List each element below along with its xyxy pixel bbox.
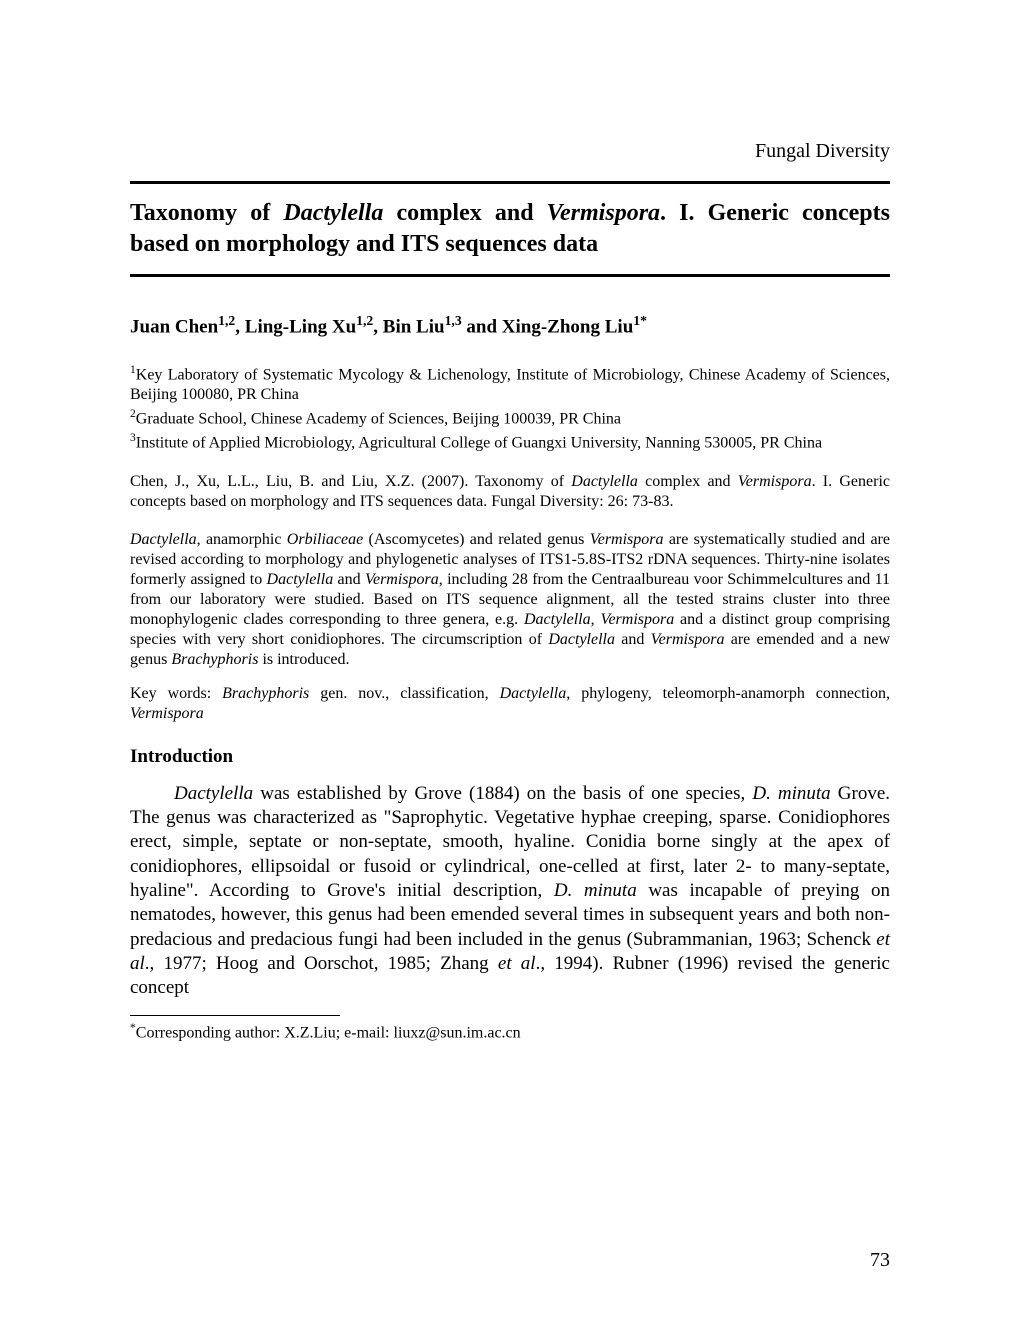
abstract-text: and: [615, 631, 651, 648]
abstract-genus: Dactylella: [130, 531, 197, 548]
author-affil-sup: 1,2: [356, 313, 373, 328]
body-species: D. minuta: [554, 880, 637, 901]
abstract-text: , anamorphic: [197, 531, 287, 548]
keyword-genus: Brachyphoris: [222, 685, 309, 702]
author-affil-sup: 1,2: [218, 313, 235, 328]
body-species: D. minuta: [752, 783, 830, 804]
affiliation: 2Graduate School, Chinese Academy of Sci…: [130, 407, 890, 429]
keyword-genus: Vermispora: [130, 705, 204, 722]
abstract-text: (Ascomycetes) and related genus: [363, 531, 590, 548]
authors-line: Juan Chen1,2, Ling-Ling Xu1,2, Bin Liu1,…: [130, 313, 890, 338]
title-genus: Dactylella: [283, 200, 383, 226]
body-etal: et al: [498, 953, 536, 974]
footnote-rule: [130, 1015, 340, 1016]
page-number: 73: [870, 1249, 890, 1272]
abstract-text: and: [333, 571, 365, 588]
abstract-genus: Vermispora: [600, 611, 674, 628]
abstract-text: is introduced.: [258, 651, 349, 668]
citation-block: Chen, J., Xu, L.L., Liu, B. and Liu, X.Z…: [130, 472, 890, 512]
footnote-text: Corresponding author: X.Z.Liu; e-mail: l…: [136, 1024, 521, 1041]
author-affil-sup: 1*: [633, 313, 647, 328]
body-text: ., 1977; Hoog and Oorschot, 1985; Zhang: [145, 953, 498, 974]
footnote: *Corresponding author: X.Z.Liu; e-mail: …: [130, 1022, 890, 1042]
keywords-text: , phylogeny, teleomorph-anamorph connect…: [566, 685, 890, 702]
abstract-genus: Dactylella: [267, 571, 334, 588]
journal-name: Fungal Diversity: [130, 140, 890, 163]
abstract-block: Dactylella, anamorphic Orbiliaceae (Asco…: [130, 530, 890, 670]
abstract-genus: Vermispora: [651, 631, 725, 648]
title-rule-bottom: [130, 274, 890, 277]
body-text: was established by Grove (1884) on the b…: [253, 783, 752, 804]
abstract-genus: Vermispora: [590, 531, 664, 548]
affiliation: 1Key Laboratory of Systematic Mycology &…: [130, 363, 890, 405]
abstract-genus: Brachyphoris: [171, 651, 258, 668]
affil-text: Graduate School, Chinese Academy of Scie…: [136, 410, 621, 427]
abstract-family: Orbiliaceae: [287, 531, 363, 548]
author-name: , Ling-Ling Xu: [235, 317, 356, 338]
keywords-text: gen. nov., classification,: [309, 685, 499, 702]
title-rule-top: [130, 181, 890, 184]
article-title: Taxonomy of Dactylella complex and Vermi…: [130, 198, 890, 260]
citation-text: complex and: [638, 473, 738, 490]
citation-text: Chen, J., Xu, L.L., Liu, B. and Liu, X.Z…: [130, 473, 571, 490]
body-paragraph: Dactylella was established by Grove (188…: [130, 782, 890, 1001]
abstract-genus: Dactylella: [524, 611, 591, 628]
author-affil-sup: 1,3: [445, 313, 462, 328]
affiliation: 3Institute of Applied Microbiology, Agri…: [130, 431, 890, 453]
affil-text: Key Laboratory of Systematic Mycology & …: [130, 366, 890, 403]
author-name: and Xing-Zhong Liu: [462, 317, 634, 338]
title-text: complex and: [383, 200, 546, 226]
author-name: , Bin Liu: [373, 317, 444, 338]
abstract-genus: Vermispora: [365, 571, 439, 588]
abstract-text: ,: [591, 611, 601, 628]
keywords-label: Key words:: [130, 685, 222, 702]
author-name: Juan Chen: [130, 317, 218, 338]
body-genus: Dactylella: [174, 783, 253, 804]
affil-text: Institute of Applied Microbiology, Agric…: [136, 435, 822, 452]
title-text: Taxonomy of: [130, 200, 283, 226]
section-heading-introduction: Introduction: [130, 746, 890, 768]
title-genus: Vermispora: [547, 200, 660, 226]
abstract-genus: Dactylella: [548, 631, 615, 648]
keywords-block: Key words: Brachyphoris gen. nov., class…: [130, 684, 890, 724]
keyword-genus: Dactylella: [500, 685, 567, 702]
citation-genus: Vermispora: [738, 473, 812, 490]
citation-genus: Dactylella: [571, 473, 638, 490]
